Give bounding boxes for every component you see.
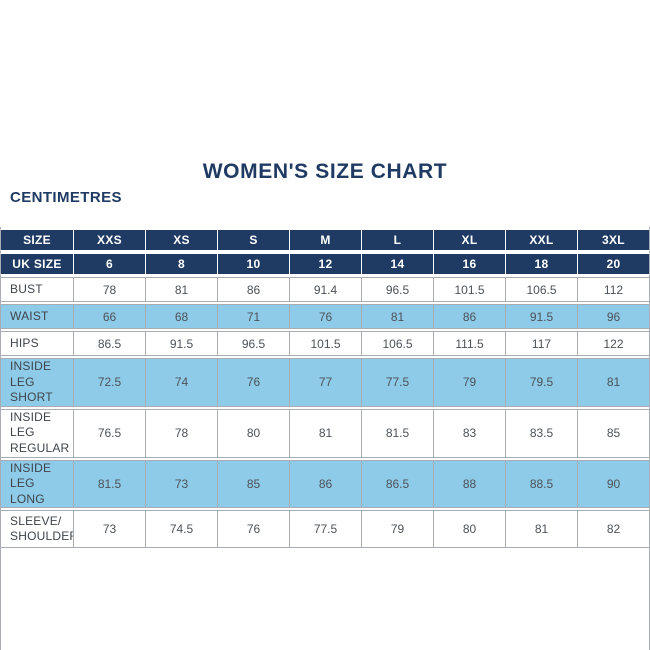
measurement-value-cell: 106.5 (362, 331, 434, 356)
header-value-cell: 8 (146, 253, 218, 275)
measurement-value-cell: 86.5 (74, 331, 146, 356)
measurement-value-cell: 81 (506, 510, 578, 549)
row-label-cell: INSIDE LEG REGULAR (0, 408, 74, 458)
header-value-cell: 18 (506, 253, 578, 275)
measurement-row: BUST 78 81 86 91.4 96.5 101.5 106.5 112 (0, 277, 650, 302)
measurement-value-cell: 82 (578, 510, 650, 549)
measurement-value-cell: 90 (578, 459, 650, 509)
measurement-value-cell: 73 (146, 459, 218, 509)
measurement-value-cell: 68 (146, 304, 218, 329)
header-value-cell: 14 (362, 253, 434, 275)
header-value-cell: XXS (74, 229, 146, 251)
measurement-value-cell: 101.5 (434, 277, 506, 302)
measurement-row: INSIDE LEG REGULAR 76.5 78 80 81 81.5 83 83.5 85 (0, 408, 650, 458)
measurement-value-cell: 78 (74, 277, 146, 302)
measurement-value-cell: 86 (218, 277, 290, 302)
measurement-value-cell: 76 (218, 358, 290, 407)
measurement-value-cell: 79.5 (506, 358, 578, 407)
measurement-value-cell: 77 (290, 358, 362, 407)
measurement-value-cell: 101.5 (290, 331, 362, 356)
measurement-value-cell: 76.5 (74, 408, 146, 458)
header-value-cell: XS (146, 229, 218, 251)
measurement-value-cell: 74 (146, 358, 218, 407)
header-value-cell: XL (434, 229, 506, 251)
measurement-value-cell: 77.5 (290, 510, 362, 549)
measurement-value-cell: 78 (146, 408, 218, 458)
measurement-value-cell: 91.5 (506, 304, 578, 329)
measurement-value-cell: 91.5 (146, 331, 218, 356)
measurement-value-cell: 66 (74, 304, 146, 329)
measurement-value-cell: 83 (434, 408, 506, 458)
header-value-cell: 16 (434, 253, 506, 275)
measurement-value-cell: 85 (578, 408, 650, 458)
measurement-value-cell: 76 (290, 304, 362, 329)
measurement-value-cell: 96.5 (218, 331, 290, 356)
header-label-cell: SIZE (0, 229, 74, 251)
measurement-value-cell: 86.5 (362, 459, 434, 509)
measurement-row: INSIDE LEG LONG 81.5 73 85 86 86.5 88 88.5 90 (0, 459, 650, 509)
size-header-row: SIZE XXS XS S M L XL XXL 3XL (0, 229, 650, 251)
header-value-cell: 3XL (578, 229, 650, 251)
measurement-value-cell: 96 (578, 304, 650, 329)
measurement-value-cell: 81.5 (74, 459, 146, 509)
measurement-value-cell: 85 (218, 459, 290, 509)
measurement-row: HIPS 86.5 91.5 96.5 101.5 106.5 111.5 117 122 (0, 331, 650, 356)
measurement-value-cell: 79 (362, 510, 434, 549)
measurement-row: INSIDE LEG SHORT 72.5 74 76 77 77.5 79 79.5 81 (0, 358, 650, 407)
measurement-value-cell: 106.5 (506, 277, 578, 302)
measurement-value-cell: 112 (578, 277, 650, 302)
measurement-row: WAIST 66 68 71 76 81 86 91.5 96 (0, 304, 650, 329)
row-label-cell: BUST (0, 277, 74, 302)
measurement-value-cell: 122 (578, 331, 650, 356)
measurement-value-cell: 117 (506, 331, 578, 356)
measurement-value-cell: 88 (434, 459, 506, 509)
header-value-cell: 12 (290, 253, 362, 275)
header-value-cell: XXL (506, 229, 578, 251)
measurement-value-cell: 81 (146, 277, 218, 302)
measurement-value-cell: 83.5 (506, 408, 578, 458)
measurement-value-cell: 74.5 (146, 510, 218, 549)
uk-size-header-row: UK SIZE 6 8 10 12 14 16 18 20 (0, 253, 650, 275)
header-value-cell: M (290, 229, 362, 251)
header-value-cell: 20 (578, 253, 650, 275)
measurement-value-cell: 72.5 (74, 358, 146, 407)
header-label-cell: UK SIZE (0, 253, 74, 275)
measurement-value-cell: 77.5 (362, 358, 434, 407)
measurement-value-cell: 80 (218, 408, 290, 458)
measurement-value-cell: 88.5 (506, 459, 578, 509)
measurement-value-cell: 86 (434, 304, 506, 329)
size-chart-body: BUST 78 81 86 91.4 96.5 101.5 106.5 112 WAIST 66 68… (0, 277, 650, 549)
measurement-value-cell: 80 (434, 510, 506, 549)
header-value-cell: L (362, 229, 434, 251)
row-label-cell: INSIDE LEG SHORT (0, 358, 74, 407)
header-value-cell: 6 (74, 253, 146, 275)
measurement-value-cell: 81 (578, 358, 650, 407)
page-title: WOMEN'S SIZE CHART (202, 160, 448, 184)
row-label-cell: INSIDE LEG LONG (0, 459, 74, 509)
measurement-value-cell: 111.5 (434, 331, 506, 356)
measurement-value-cell: 81 (362, 304, 434, 329)
measurement-value-cell: 71 (218, 304, 290, 329)
row-label-cell: HIPS (0, 331, 74, 356)
measurement-value-cell: 79 (434, 358, 506, 407)
measurement-value-cell: 81.5 (362, 408, 434, 458)
measurement-value-cell: 81 (290, 408, 362, 458)
size-chart-header: SIZE XXS XS S M L XL XXL 3XL UK SIZE 6 8 10 12 14 16 18 2… (0, 229, 650, 275)
measurement-row: SLEEVE/SHOULDER 73 74.5 76 77.5 79 80 81 82 (0, 510, 650, 549)
header-value-cell: 10 (218, 253, 290, 275)
measurement-value-cell: 86 (290, 459, 362, 509)
row-label-cell: WAIST (0, 304, 74, 329)
row-label-cell: SLEEVE/SHOULDER (0, 510, 74, 549)
unit-label: CENTIMETRES (10, 189, 122, 206)
measurement-value-cell: 76 (218, 510, 290, 549)
size-chart-table: SIZE XXS XS S M L XL XXL 3XL UK SIZE 6 8 10 12 14 16 18 2… (0, 227, 650, 550)
measurement-value-cell: 91.4 (290, 277, 362, 302)
measurement-value-cell: 96.5 (362, 277, 434, 302)
measurement-value-cell: 73 (74, 510, 146, 549)
header-value-cell: S (218, 229, 290, 251)
